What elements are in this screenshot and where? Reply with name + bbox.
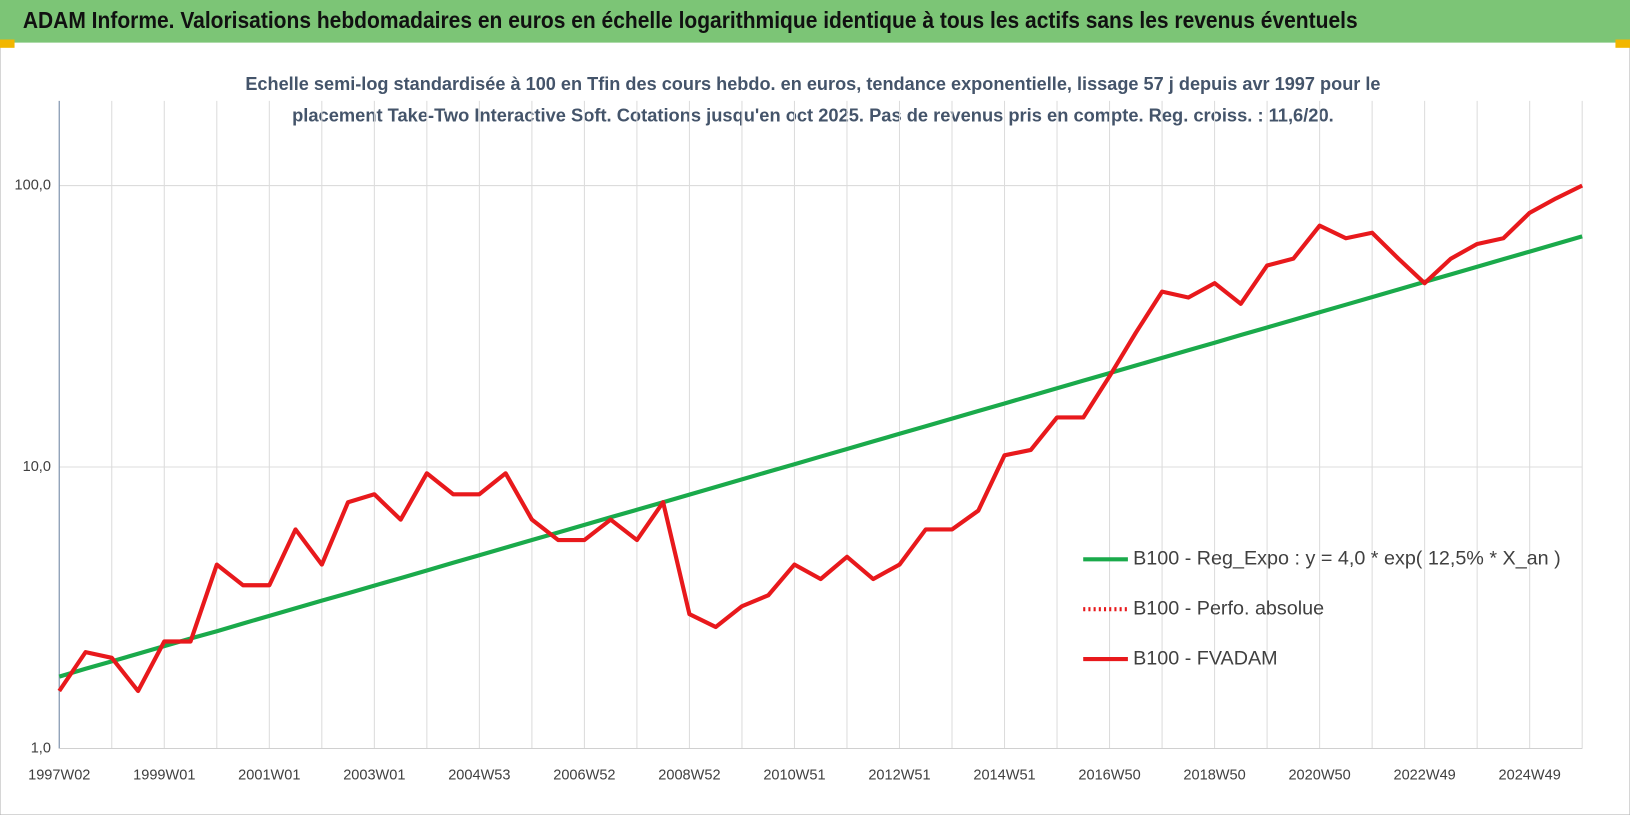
y-tick-label: 10,0	[23, 459, 51, 475]
x-tick-label: 2018W50	[1183, 767, 1245, 783]
data-line	[57, 183, 1584, 694]
x-tick-label: 2003W01	[343, 767, 405, 783]
chart-subtitle: placement Take-Two Interactive Soft. Cot…	[292, 104, 1334, 125]
corner	[1615, 39, 1630, 48]
x-tick-label: 2001W01	[238, 767, 300, 783]
y-tick-label: 1,0	[31, 740, 51, 756]
x-tick-label: 1997W02	[28, 767, 90, 783]
header-title: ADAM Informe. Valorisations hebdomadaire…	[23, 7, 1358, 33]
y-tick-label: 100,0	[15, 177, 51, 193]
legend-label: B100 - Reg_Expo : y = 4,0 * exp( 12,5% *…	[1133, 547, 1561, 569]
x-tick-label: 2004W53	[448, 767, 510, 783]
x-tick-label: 1999W01	[133, 767, 195, 783]
chart-subtitle: Echelle semi-log standardisée à 100 en T…	[245, 73, 1380, 94]
x-tick-label: 2008W52	[658, 767, 720, 783]
x-tick-label: 2022W49	[1393, 767, 1455, 783]
x-tick-label: 2024W49	[1499, 767, 1561, 783]
x-tick-label: 2020W50	[1288, 767, 1350, 783]
plot-area: 1997W02 1999W01 2001W01 2003W01 2004W53 2006W…	[15, 100, 1584, 783]
data-line	[58, 234, 1583, 679]
x-tick-label: 2016W50	[1078, 767, 1140, 783]
header-bar	[0, 0, 1630, 43]
x-tick-label: 2012W51	[868, 767, 930, 783]
legend-label: B100 - FVADAM	[1133, 647, 1278, 669]
x-tick-label: 2010W51	[763, 767, 825, 783]
x-tick-label: 2006W52	[553, 767, 615, 783]
x-tick-label: 2014W51	[973, 767, 1035, 783]
corner	[0, 39, 15, 48]
legend-label: B100 - Perfo. absolue	[1133, 597, 1324, 619]
